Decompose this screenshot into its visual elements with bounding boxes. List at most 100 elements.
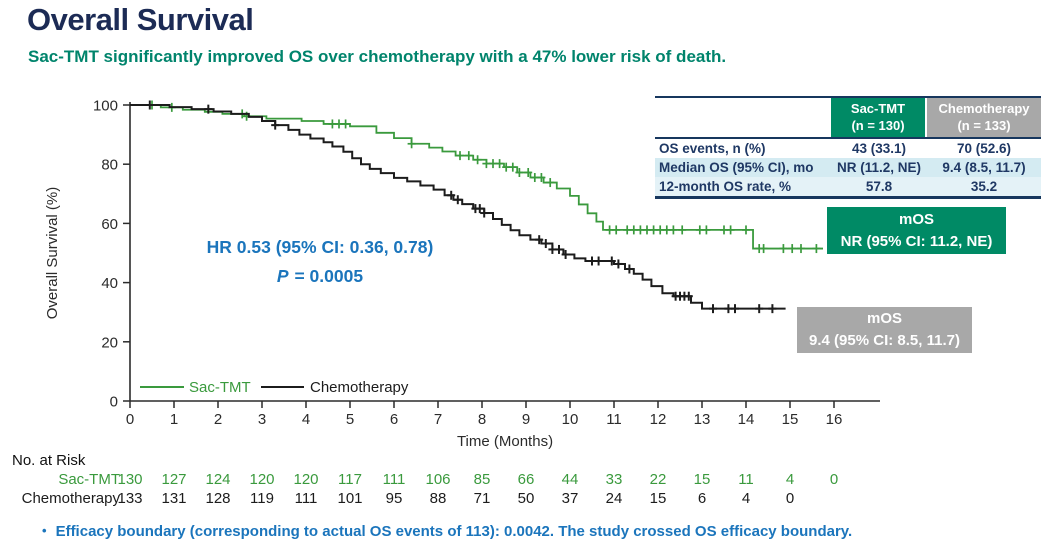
- x-tick-label: 13: [694, 411, 711, 428]
- summary-cell-sac-tmt: 43 (33.1): [851, 140, 907, 156]
- y-tick-label: 0: [110, 394, 118, 411]
- x-tick-label: 2: [214, 411, 222, 428]
- mos-box-value: 9.4 (95% CI: 8.5, 11.7): [809, 332, 960, 349]
- p-number: = 0.0005: [289, 266, 364, 286]
- at-risk-value: 66: [518, 471, 535, 488]
- summary-row-12-month-os-rate-: 12-month OS rate, % 57.8 35.2: [655, 176, 1041, 196]
- at-risk-value: 106: [425, 471, 450, 488]
- summary-table-body: OS events, n (%) 43 (33.1) 70 (52.6) Median…: [655, 139, 1041, 196]
- at-risk-value: 133: [117, 490, 142, 507]
- at-risk-value: 120: [249, 471, 274, 488]
- x-axis-title: Time (Months): [457, 433, 553, 450]
- at-risk-value: 131: [161, 490, 186, 507]
- at-risk-value: 11: [738, 471, 754, 488]
- y-tick-label: 60: [101, 216, 118, 233]
- at-risk-value: 24: [606, 490, 623, 507]
- at-risk-value: 120: [293, 471, 318, 488]
- legend-label-chemotherapy: Chemotherapy: [310, 379, 409, 396]
- at-risk-value: 4: [742, 490, 750, 507]
- summary-col-header-chemotherapy: Chemotherapy (n = 133): [927, 98, 1041, 137]
- summary-col-header-sac-tmt: Sac-TMT (n = 130): [831, 98, 925, 137]
- at-risk-value: 0: [830, 471, 838, 488]
- at-risk-value: 22: [650, 471, 667, 488]
- at-risk-value: 111: [295, 490, 318, 507]
- x-tick-label: 6: [390, 411, 398, 428]
- p-value: P = 0.0005: [150, 266, 490, 287]
- mos-box-title: mOS: [866, 310, 902, 328]
- at-risk-value: 6: [698, 490, 706, 507]
- y-tick-label: 100: [93, 98, 118, 115]
- x-tick-label: 12: [650, 411, 667, 428]
- at-risk-value: 127: [161, 471, 186, 488]
- at-risk-value: 50: [518, 490, 535, 507]
- at-risk-title: No. at Risk: [12, 452, 86, 469]
- legend: Sac-TMT Chemotherapy: [140, 379, 409, 396]
- mos-box-chemotherapy: mOS 9.4 (95% CI: 8.5, 11.7): [797, 307, 972, 353]
- y-axis-title: Overall Survival (%): [44, 187, 61, 320]
- summary-cell-chemotherapy: 9.4 (8.5, 11.7): [942, 159, 1026, 175]
- km-curve-chemotherapy: [130, 104, 786, 310]
- summary-cell-sac-tmt: 57.8: [865, 178, 893, 194]
- x-tick-label: 3: [258, 411, 266, 428]
- at-risk-value: 128: [205, 490, 230, 507]
- at-risk-value: 119: [250, 490, 274, 507]
- mos-box-sac-tmt: mOS NR (95% CI: 11.2, NE): [827, 207, 1006, 254]
- summary-cell-chemotherapy: 70 (52.6): [956, 140, 1012, 156]
- x-tick-label: 11: [606, 411, 622, 428]
- y-tick-label: 80: [101, 157, 118, 174]
- x-tick-label: 5: [346, 411, 354, 428]
- summary-row-label: 12-month OS rate, %: [659, 178, 792, 194]
- x-tick-label: 14: [738, 411, 755, 428]
- summary-row-label: OS events, n (%): [659, 140, 766, 156]
- x-tick-label: 4: [302, 411, 310, 428]
- footnote: • Efficacy boundary (corresponding to act…: [42, 523, 1032, 540]
- bullet-icon: •: [42, 523, 47, 538]
- at-risk-value: 71: [474, 490, 491, 507]
- x-tick-label: 0: [126, 411, 134, 428]
- censor-marks-sac-tmt: [148, 100, 821, 254]
- summary-row-label: Median OS (95% CI), mo: [659, 159, 814, 175]
- at-risk-value: 37: [562, 490, 579, 507]
- at-risk-value: 44: [562, 471, 579, 488]
- summary-col-header-label: Chemotherapy: [938, 101, 1030, 116]
- at-risk-value: 15: [650, 490, 667, 507]
- at-risk-value: 0: [786, 490, 794, 507]
- summary-col-header-sub: (n = 130): [851, 117, 905, 133]
- hr-annotation: HR 0.53 (95% CI: 0.36, 0.78) P = 0.0005: [150, 237, 490, 287]
- mos-box-title: mOS: [898, 210, 934, 228]
- at-risk-value: 88: [430, 490, 447, 507]
- x-tick-label: 8: [478, 411, 486, 428]
- km-curve-sac-tmt: [130, 104, 823, 250]
- summary-col-header-label: Sac-TMT: [850, 101, 906, 116]
- at-risk-value: 111: [383, 471, 406, 488]
- summary-row-median-os-95-ci-mo: Median OS (95% CI), mo NR (11.2, NE) 9.4 (…: [655, 157, 1041, 177]
- summary-row-os-events-n-: OS events, n (%) 43 (33.1) 70 (52.6): [655, 139, 1041, 158]
- at-risk-value: 117: [338, 471, 362, 488]
- x-tick-label: 16: [826, 411, 843, 428]
- at-risk-value: 85: [474, 471, 491, 488]
- mos-box-value: NR (95% CI: 11.2, NE): [840, 232, 993, 250]
- legend-label-sac-tmt: Sac-TMT: [189, 379, 251, 396]
- at-risk-value: 124: [205, 471, 230, 488]
- summary-table: Sac-TMT (n = 130) Chemotherapy (n = 133)…: [655, 96, 1041, 199]
- at-risk-value: 4: [786, 471, 794, 488]
- y-tick-label: 20: [101, 334, 118, 351]
- summary-cell-chemotherapy: 35.2: [970, 178, 998, 194]
- at-risk-value: 130: [117, 471, 142, 488]
- at-risk-value: 15: [694, 471, 711, 488]
- summary-col-header-sub: (n = 133): [957, 117, 1011, 133]
- x-tick-label: 9: [522, 411, 530, 428]
- page-subtitle: Sac-TMT significantly improved OS over c…: [28, 47, 727, 66]
- p-symbol: P: [276, 266, 289, 286]
- at-risk-value: 33: [606, 471, 623, 488]
- page-title: Overall Survival: [27, 2, 254, 37]
- y-tick-label: 40: [101, 275, 118, 292]
- hr-value: HR 0.53 (95% CI: 0.36, 0.78): [206, 237, 434, 257]
- summary-table-header: Sac-TMT (n = 130) Chemotherapy (n = 133): [655, 98, 1041, 139]
- x-tick-label: 1: [170, 411, 178, 428]
- at-risk-row-label-sac-tmt: Sac-TMT: [58, 471, 120, 488]
- footnote-text: Efficacy boundary (corresponding to actu…: [55, 523, 853, 540]
